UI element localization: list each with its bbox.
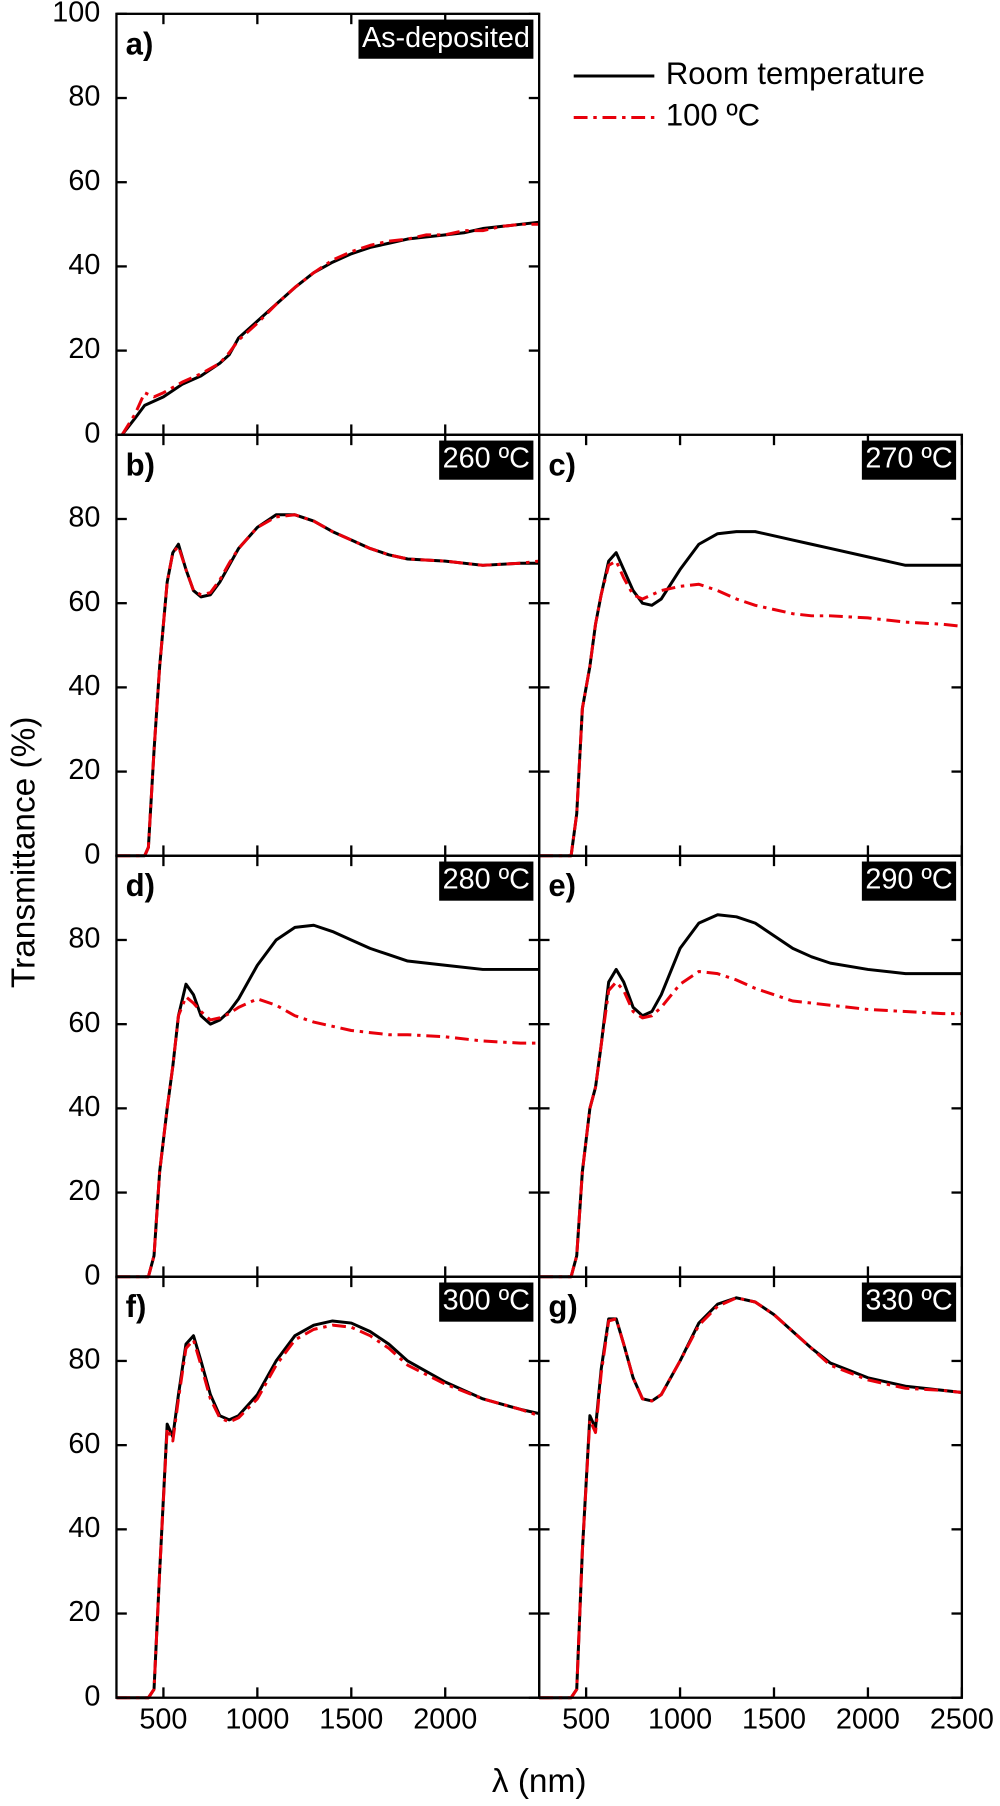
panel-tag-box [861,1282,957,1322]
y-tick-label: 100 [52,0,100,28]
panel-tag-text: As-deposited [362,22,530,54]
panel-tag-box [439,440,534,480]
panel-tag: 280 ºC [439,861,534,901]
x-tick-label: 2500 [930,1703,994,1735]
panel-tag-box [861,861,957,901]
data-line [539,530,962,858]
panel-tag-text: 260 ºC [443,443,530,475]
y-tick-label: 0 [84,838,100,870]
panel-tag-text: 330 ºC [865,1285,952,1317]
y-tick-label: 40 [68,249,100,281]
x-tick-label: 2000 [836,1703,900,1735]
x-tick-label: 1500 [319,1703,383,1735]
panel-tag-text: 290 ºC [865,864,952,896]
y-tick-label: 20 [68,1596,100,1628]
data-line [539,1296,963,1700]
data-line [116,1323,540,1700]
y-tick-label: 0 [84,1680,100,1712]
panel-tag: 330 ºC [861,1282,957,1322]
y-tick-label: 20 [68,333,100,365]
y-tick-label: 80 [68,923,100,955]
y-tick-label: 80 [68,502,100,534]
data-line [120,222,540,436]
y-tick-label: 80 [68,1344,100,1376]
legend-label: Room temperature [666,56,925,91]
plot-frame [115,1275,541,1699]
data-line [116,513,540,858]
y-tick-label: 60 [68,586,100,618]
data-line [120,220,540,436]
data-line [116,513,540,858]
plot-frame [115,433,541,857]
x-tick-label: 1000 [648,1703,712,1735]
x-tick-label: 2000 [413,1703,477,1735]
panel-tag: 260 ºC [439,440,534,480]
plot-frame [538,433,964,857]
y-tick-label: 40 [68,1512,100,1544]
data-line [539,970,962,1279]
panel-tag-text: 270 ºC [865,443,952,475]
plot-frame [115,12,541,436]
panel-label: c) [548,447,576,482]
y-axis-label: Transmittance (%) [5,717,42,989]
data-line [539,1296,963,1700]
panel-label: g) [548,1289,577,1324]
panel-tag-box [439,1282,534,1322]
panel-label: f) [126,1289,147,1324]
x-tick-label: 500 [139,1703,187,1735]
panel-tag: 300 ºC [439,1282,534,1322]
panel-tag-box [439,861,534,901]
y-tick-label: 20 [68,754,100,786]
data-line [539,559,963,858]
panel-tag-box [358,19,534,59]
plot-frame [115,854,541,1278]
x-tick-label: 1500 [742,1703,806,1735]
y-tick-label: 80 [68,81,100,113]
panel-label: b) [126,447,155,482]
panel-tag: 290 ºC [861,861,957,901]
data-line [116,995,540,1279]
y-tick-label: 60 [68,1428,100,1460]
legend-label: 100 ºC [666,98,760,133]
x-tick-label: 500 [562,1703,610,1735]
y-tick-label: 40 [68,670,100,702]
y-tick-label: 60 [68,1007,100,1039]
y-tick-label: 0 [84,417,100,449]
data-line [539,913,962,1279]
data-line [116,1319,540,1700]
plot-frame [538,854,964,1278]
data-line [116,923,540,1279]
panel-tag-text: 280 ºC [443,864,530,896]
y-tick-label: 0 [84,1259,100,1291]
panel-label: a) [126,26,154,61]
panel-tag-box [861,440,957,480]
panel-tag: As-deposited [358,19,534,59]
y-tick-label: 40 [68,1091,100,1123]
y-tick-label: 20 [68,1175,100,1207]
plot-frame [538,1275,964,1699]
panel-tag-text: 300 ºC [443,1285,530,1317]
y-tick-label: 60 [68,165,100,197]
panel-label: e) [548,868,576,903]
panel-tag: 270 ºC [861,440,957,480]
x-axis-label: λ (nm) [492,1763,587,1800]
x-tick-label: 1000 [225,1703,289,1735]
panel-label: d) [126,868,155,903]
